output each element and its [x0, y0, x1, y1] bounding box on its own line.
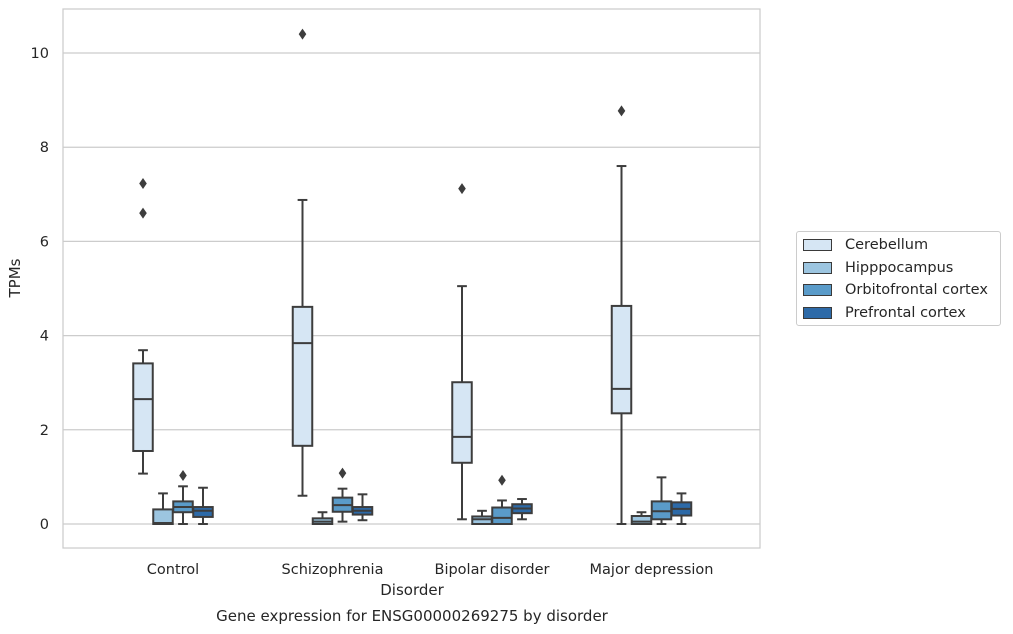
- legend-label: Hipppocampus: [845, 260, 954, 276]
- y-tick-label: 4: [40, 329, 49, 345]
- outlier-point: [338, 467, 347, 479]
- box-0-1: [152, 492, 174, 525]
- box-iqr: [630, 514, 653, 525]
- outlier-point: [298, 28, 307, 40]
- box-iqr: [451, 381, 473, 464]
- outlier-point: [139, 207, 147, 219]
- legend: Cerebellum Hipppocampus Orbitofrontal co…: [796, 231, 1001, 326]
- y-tick-label: 10: [31, 46, 49, 62]
- box-2-0: [451, 183, 473, 521]
- box-3-2: [650, 476, 673, 525]
- legend-item-cerebellum: Cerebellum: [803, 235, 928, 255]
- legend-item-orbitofrontal-cortex: Orbitofrontal cortex: [803, 280, 988, 300]
- box-iqr: [291, 305, 314, 447]
- box-iqr: [152, 508, 174, 525]
- box-1-2: [331, 467, 354, 523]
- box-1-0: [291, 28, 314, 497]
- x-axis-label: Disorder: [380, 581, 444, 599]
- outlier-point: [498, 474, 506, 486]
- y-tick-label: 0: [40, 517, 49, 533]
- legend-swatch: [803, 239, 832, 251]
- box-0-3: [192, 486, 214, 525]
- outlier-point: [458, 183, 466, 195]
- box-iqr: [610, 304, 633, 415]
- box-iqr: [491, 506, 513, 526]
- box-3-1: [630, 511, 653, 525]
- legend-swatch: [803, 284, 832, 296]
- outlier-point: [139, 177, 147, 189]
- outlier-point: [179, 469, 187, 481]
- y-tick-label: 6: [40, 234, 49, 250]
- y-gridlines: [63, 52, 760, 525]
- plot-frame: [62, 8, 761, 549]
- legend-swatch: [803, 307, 832, 319]
- box-2-2: [491, 474, 513, 526]
- legend-label: Orbitofrontal cortex: [845, 282, 988, 298]
- x-tick-labels: Control Schizophrenia Bipolar disorder Majo…: [147, 562, 714, 578]
- box-iqr: [192, 506, 214, 518]
- y-tick-labels: 0 2 4 6 8 10: [31, 46, 49, 533]
- outlier-point: [617, 105, 626, 117]
- y-tick-label: 8: [40, 140, 49, 156]
- legend-item-hippocampus: Hipppocampus: [803, 258, 953, 278]
- box-0-0: [132, 177, 154, 475]
- y-tick-label: 2: [40, 423, 49, 439]
- y-axis-label: TPMs: [6, 258, 24, 298]
- box-2-3: [511, 498, 533, 521]
- x-tick-label: Major depression: [590, 562, 714, 578]
- legend-swatch: [803, 262, 832, 274]
- box-groups: [132, 28, 693, 526]
- chart-title: Gene expression for ENSG00000269275 by d…: [216, 607, 608, 625]
- box-iqr: [132, 362, 154, 452]
- box-2-1: [471, 509, 493, 525]
- x-tick-label: Control: [147, 562, 199, 578]
- legend-item-prefrontal-cortex: Prefrontal cortex: [803, 303, 966, 323]
- x-tick-label: Bipolar disorder: [435, 562, 550, 578]
- legend-label: Prefrontal cortex: [845, 305, 966, 321]
- box-1-1: [311, 511, 334, 526]
- box-3-0: [610, 105, 633, 525]
- box-1-3: [351, 493, 374, 522]
- box-3-3: [670, 492, 693, 525]
- box-0-2: [172, 469, 194, 525]
- legend-label: Cerebellum: [845, 237, 929, 253]
- x-tick-label: Schizophrenia: [282, 562, 384, 578]
